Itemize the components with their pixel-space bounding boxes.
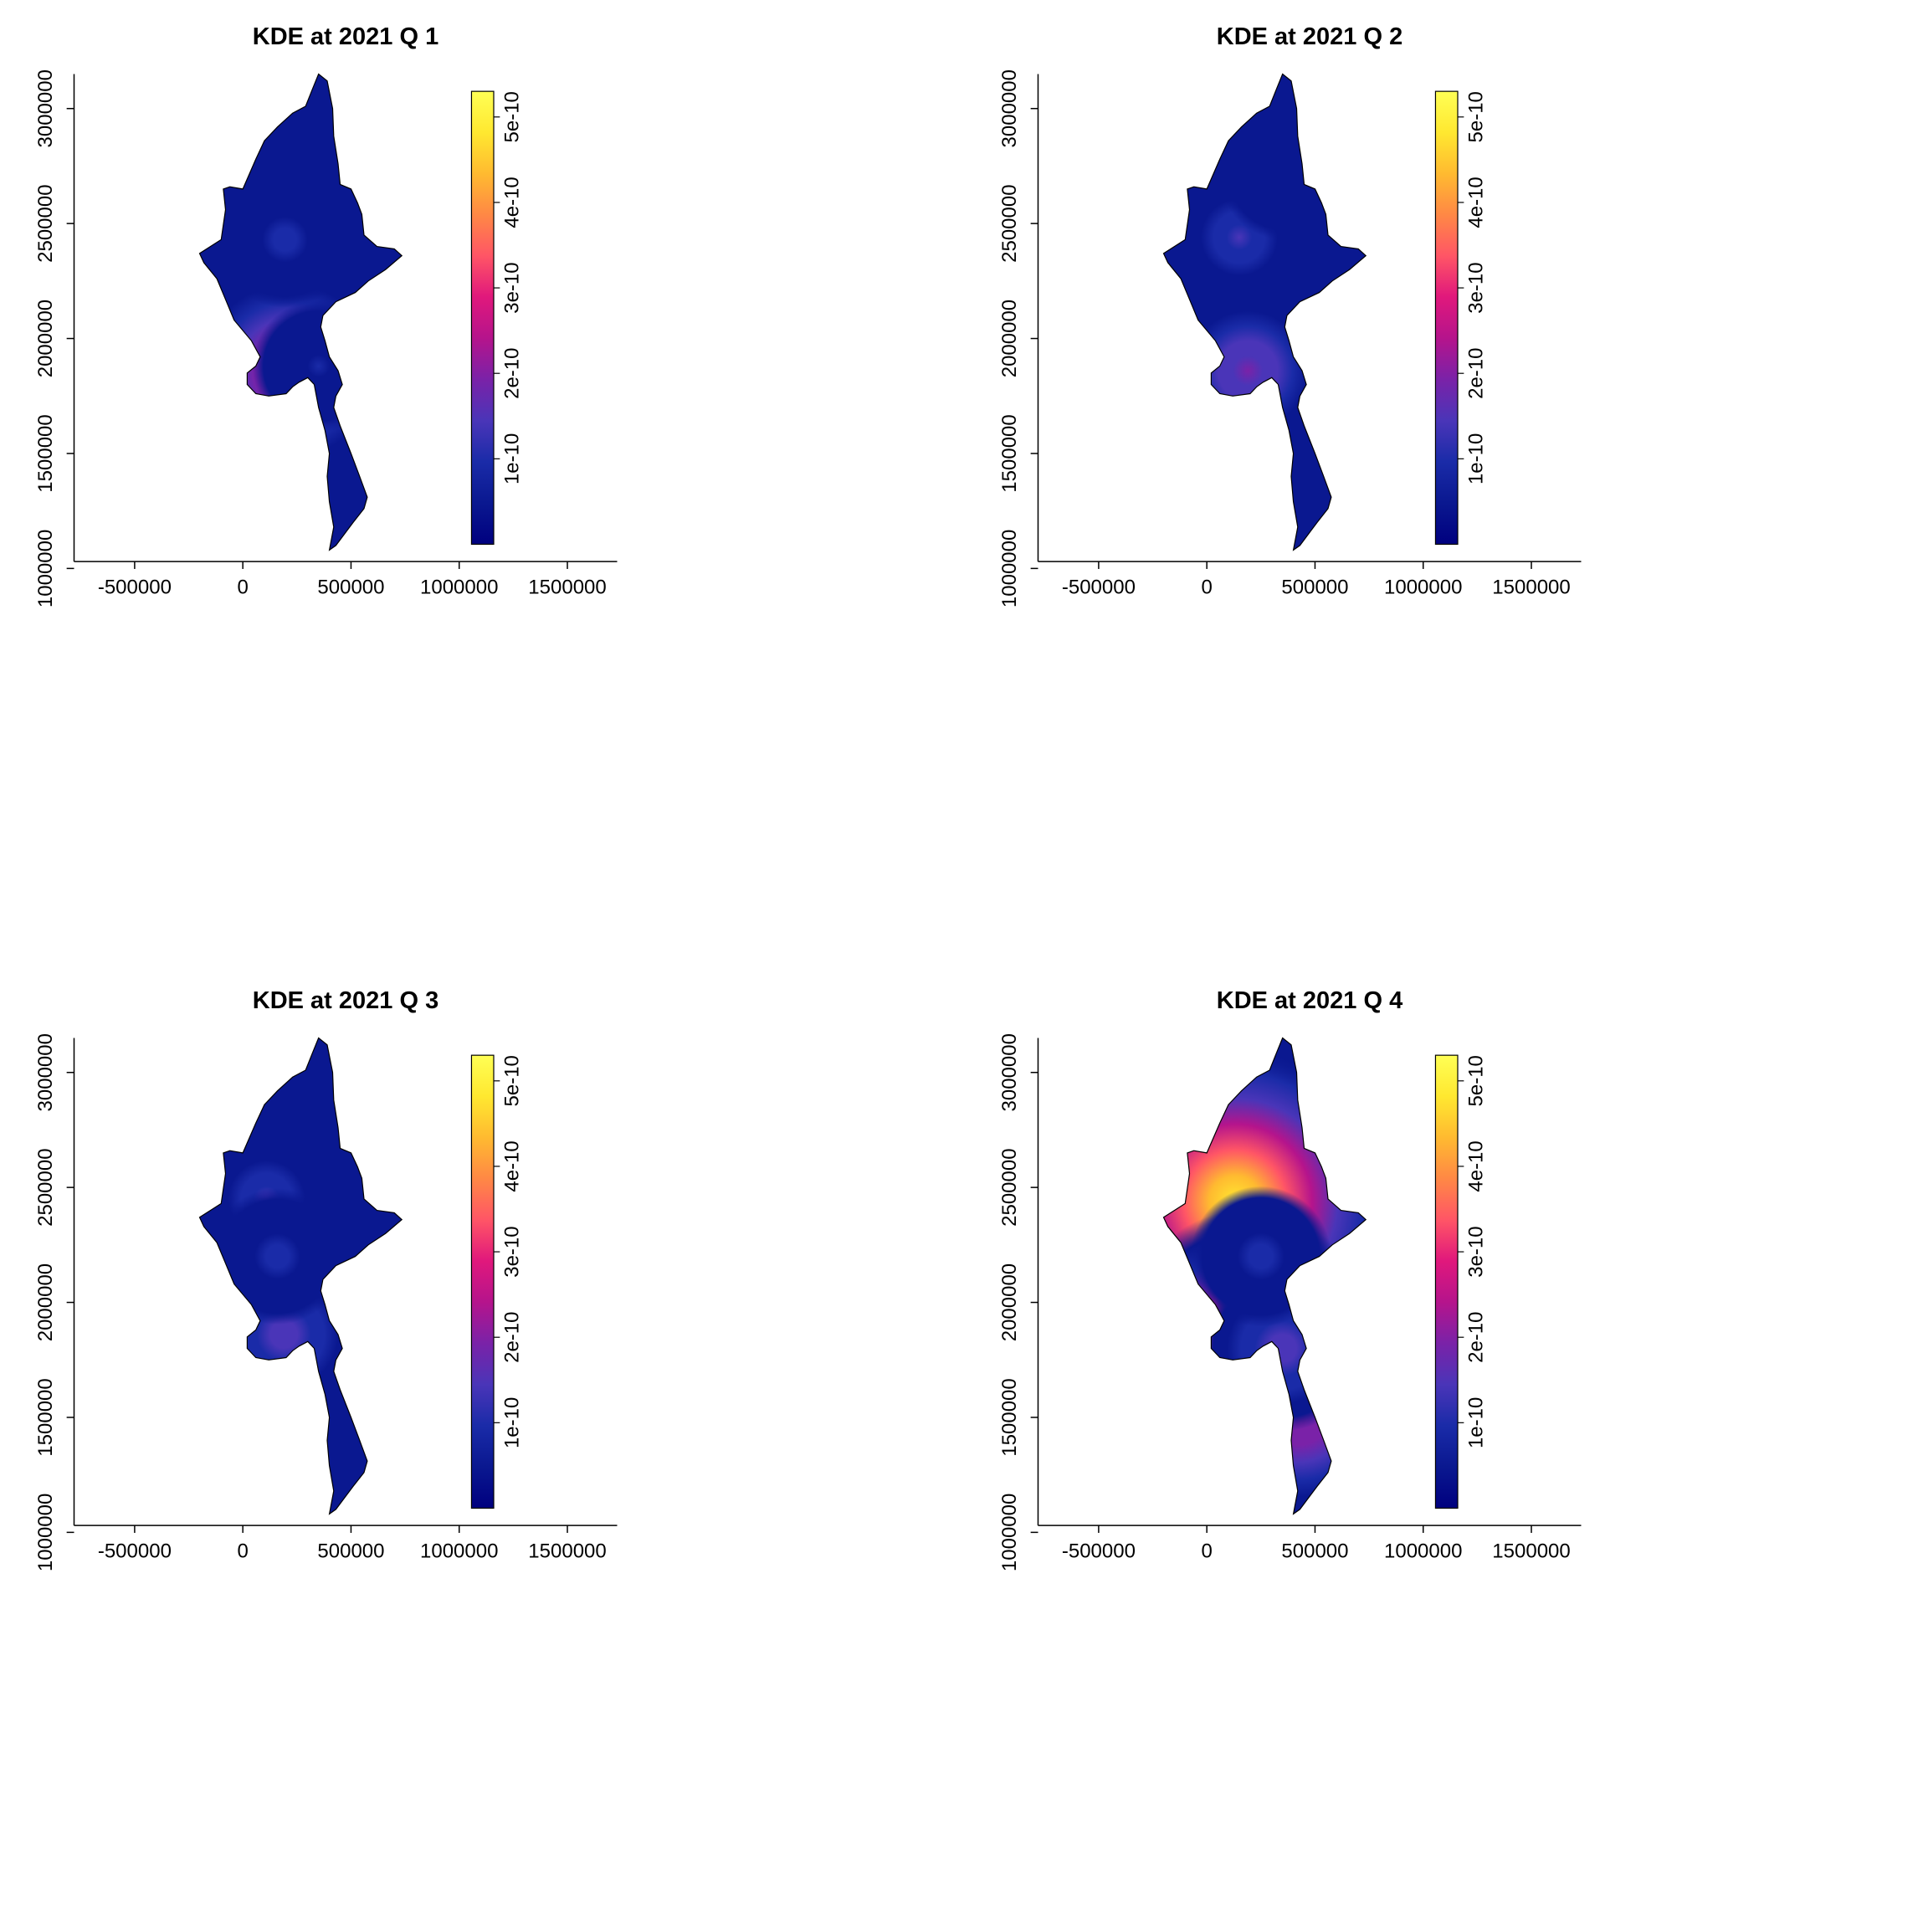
- x-tick-label: 500000: [317, 1540, 384, 1562]
- chart-title: KDE at 2021 Q 4: [1217, 987, 1402, 1014]
- x-tick-label: 0: [238, 1540, 249, 1562]
- colorbar: [1434, 1054, 1459, 1509]
- y-tick-label: 2500000: [998, 1148, 1021, 1226]
- x-tick-label: 0: [1202, 1540, 1213, 1562]
- chart-title: KDE at 2021 Q 3: [253, 987, 438, 1014]
- density-map: [199, 74, 403, 551]
- colorbar-tick-label: 5e-10: [501, 91, 524, 142]
- density-map: [199, 1038, 403, 1514]
- y-tick-label: 1000000: [34, 1494, 57, 1571]
- colorbar-tick-label: 5e-10: [1465, 1055, 1488, 1106]
- colorbar-tick-label: 1e-10: [501, 433, 524, 484]
- colorbar-tick-label: 4e-10: [1465, 1140, 1488, 1191]
- density-map: [1163, 74, 1367, 551]
- colorbar-tick-label: 5e-10: [1465, 91, 1488, 142]
- country-outline: [198, 73, 403, 551]
- x-tick-label: 1500000: [528, 576, 606, 598]
- y-tick-label: 3000000: [998, 69, 1021, 147]
- density-map: [1163, 1038, 1367, 1514]
- x-tick-label: 1000000: [1384, 1540, 1462, 1562]
- density-hotspot: [1220, 115, 1345, 240]
- colorbar-tick-label: 1e-10: [1465, 433, 1488, 484]
- y-tick-label: 2000000: [998, 300, 1021, 377]
- x-tick-label: -500000: [98, 576, 172, 598]
- x-tick-label: 0: [238, 576, 249, 598]
- y-tick-label: 1000000: [34, 530, 57, 607]
- y-tick-label: 1500000: [34, 1378, 57, 1456]
- colorbar-tick-label: 2e-10: [1465, 348, 1488, 399]
- y-tick-label: 2000000: [998, 1263, 1021, 1341]
- kde-panel-4: KDE at 2021 Q 4 -500000 0 500000 1000000 1500…: [998, 987, 1582, 1571]
- colorbar: [470, 90, 495, 546]
- x-tick-label: 500000: [1281, 1540, 1348, 1562]
- country-outline: [1162, 1037, 1367, 1515]
- colorbar-tick-label: 2e-10: [501, 1312, 524, 1363]
- y-tick-label: 1000000: [998, 1494, 1021, 1571]
- x-tick-label: 1000000: [420, 576, 498, 598]
- colorbar-tick-label: 4e-10: [501, 1140, 524, 1191]
- colorbar: [470, 1054, 495, 1509]
- country-outline: [1162, 73, 1367, 551]
- colorbar-tick-label: 4e-10: [1465, 177, 1488, 228]
- y-tick-label: 3000000: [34, 69, 57, 147]
- x-tick-label: 500000: [1281, 576, 1348, 598]
- y-tick-label: 1500000: [34, 414, 57, 492]
- y-tick-label: 2500000: [34, 1148, 57, 1226]
- kde-panel-2: KDE at 2021 Q 2 -500000 0 500000 1000000 1500…: [998, 23, 1582, 607]
- chart-title: KDE at 2021 Q 2: [1217, 23, 1402, 50]
- y-tick-label: 2000000: [34, 300, 57, 377]
- chart-title: KDE at 2021 Q 1: [253, 23, 438, 50]
- colorbar-tick-label: 2e-10: [1465, 1312, 1488, 1363]
- y-tick-label: 1000000: [998, 530, 1021, 607]
- y-tick-label: 2000000: [34, 1263, 57, 1341]
- country-outline: [198, 1037, 403, 1515]
- y-tick-label: 3000000: [998, 1033, 1021, 1111]
- y-tick-label: 2500000: [34, 184, 57, 262]
- colorbar-tick-label: 5e-10: [501, 1055, 524, 1106]
- colorbar: [1434, 90, 1459, 546]
- y-tick-label: 2500000: [998, 184, 1021, 262]
- y-tick-label: 1500000: [998, 1378, 1021, 1456]
- x-tick-label: 1500000: [1492, 1540, 1570, 1562]
- colorbar-tick-label: 3e-10: [501, 262, 524, 313]
- density-hotspot: [252, 300, 385, 433]
- density-hotspot: [217, 171, 354, 308]
- colorbar-tick-label: 1e-10: [501, 1397, 524, 1448]
- colorbar-tick-label: 3e-10: [1465, 1226, 1488, 1277]
- x-tick-label: -500000: [98, 1540, 172, 1562]
- x-tick-label: 1000000: [420, 1540, 498, 1562]
- colorbar-tick-label: 1e-10: [1465, 1397, 1488, 1448]
- x-tick-label: 1500000: [528, 1540, 606, 1562]
- density-hotspot: [209, 1188, 346, 1325]
- y-tick-label: 1500000: [998, 414, 1021, 492]
- y-tick-label: 3000000: [34, 1033, 57, 1111]
- kde-panel-3: KDE at 2021 Q 3 -500000 0 500000 1000000 1500…: [34, 987, 618, 1571]
- colorbar-tick-label: 4e-10: [501, 177, 524, 228]
- x-tick-label: 1500000: [1492, 576, 1570, 598]
- kde-panel-1: KDE at 2021 Q 1 -500000 0 500000 1000000 1500…: [34, 23, 618, 607]
- x-tick-label: -500000: [1062, 576, 1136, 598]
- x-tick-label: 1000000: [1384, 576, 1462, 598]
- colorbar-tick-label: 3e-10: [501, 1226, 524, 1277]
- colorbar-tick-label: 2e-10: [501, 348, 524, 399]
- density-hotspot: [1163, 281, 1337, 460]
- x-tick-label: -500000: [1062, 1540, 1136, 1562]
- colorbar-tick-label: 3e-10: [1465, 262, 1488, 313]
- x-tick-label: 500000: [317, 576, 384, 598]
- density-hotspot: [1190, 1186, 1331, 1327]
- x-tick-label: 0: [1202, 576, 1213, 598]
